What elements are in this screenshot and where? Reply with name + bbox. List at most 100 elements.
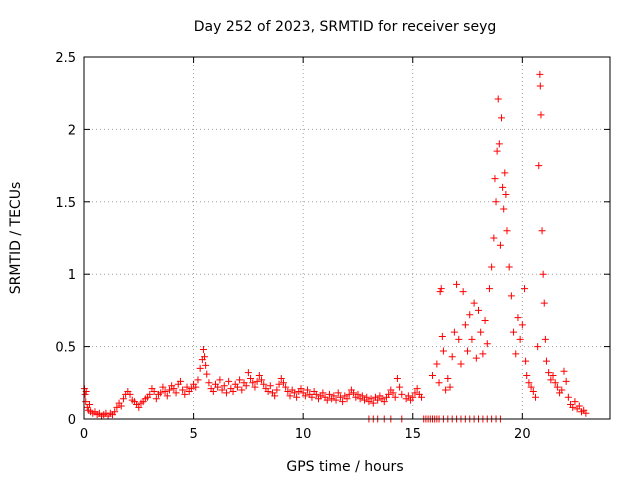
data-point-marker xyxy=(325,390,333,398)
data-point-marker xyxy=(284,387,292,395)
data-point-marker xyxy=(501,169,509,177)
data-point-marker xyxy=(236,376,244,384)
data-point-marker xyxy=(199,345,207,353)
data-point-marker xyxy=(165,386,173,394)
y-axis-ticks: 0 0.5 1 1.5 2 2.5 xyxy=(55,51,610,428)
data-point-marker xyxy=(293,393,301,401)
data-point-marker xyxy=(350,389,358,397)
data-point-marker xyxy=(523,372,531,380)
data-point-marker xyxy=(135,403,143,411)
data-point-marker xyxy=(82,398,90,406)
data-point-marker xyxy=(159,383,167,391)
data-point-marker xyxy=(551,379,559,387)
data-point-marker xyxy=(457,360,465,368)
data-point-marker xyxy=(220,382,228,390)
data-point-marker xyxy=(564,393,572,401)
data-point-marker xyxy=(461,321,469,329)
data-point-marker xyxy=(569,403,577,411)
data-point-marker xyxy=(475,306,482,314)
x-axis-ticks: 0 5 10 15 20 xyxy=(80,57,531,442)
data-point-marker xyxy=(181,390,189,398)
data-point-marker xyxy=(479,350,487,358)
data-point-marker xyxy=(485,285,493,293)
data-point-marker xyxy=(536,82,544,90)
data-point-marker xyxy=(176,377,184,385)
data-point-marker xyxy=(247,374,255,382)
data-point-marker xyxy=(111,408,119,416)
data-point-marker xyxy=(438,332,446,340)
data-point-marker xyxy=(549,372,557,380)
data-point-marker xyxy=(225,377,233,385)
data-point-marker xyxy=(229,387,237,395)
data-point-marker xyxy=(192,383,200,391)
data-point-marker xyxy=(495,140,503,148)
data-point-marker xyxy=(470,299,478,307)
x-tick-label: 0 xyxy=(80,427,88,442)
data-point-marker xyxy=(264,387,272,395)
data-point-marker xyxy=(334,389,342,397)
data-point-marker xyxy=(525,379,533,387)
data-point-marker xyxy=(389,389,397,397)
data-point-marker xyxy=(205,379,213,387)
data-point-marker xyxy=(233,383,241,391)
data-point-marker xyxy=(542,357,550,365)
x-tick-label: 10 xyxy=(295,427,312,442)
data-point-marker xyxy=(323,396,331,404)
y-tick-label: 2.5 xyxy=(55,51,76,66)
x-tick-label: 15 xyxy=(404,427,421,442)
data-point-marker xyxy=(514,314,522,322)
data-point-marker xyxy=(374,396,382,404)
data-point-marker xyxy=(488,263,496,271)
data-point-marker xyxy=(582,409,590,417)
data-point-marker xyxy=(216,376,224,384)
data-point-marker xyxy=(150,387,158,395)
data-point-marker xyxy=(575,402,583,410)
data-point-marker xyxy=(367,395,375,403)
data-point-marker xyxy=(536,70,544,78)
data-point-marker xyxy=(255,372,263,380)
data-point-marker xyxy=(203,370,211,378)
data-point-marker xyxy=(170,385,178,393)
data-point-marker xyxy=(119,395,127,403)
data-point-marker xyxy=(442,386,450,394)
data-point-marker xyxy=(332,396,340,404)
data-point-marker xyxy=(505,263,513,271)
data-point-marker xyxy=(418,393,426,401)
data-point-marker xyxy=(545,369,553,377)
data-point-marker xyxy=(339,398,347,406)
data-point-marker xyxy=(301,392,309,400)
data-point-marker xyxy=(409,393,417,401)
data-point-marker xyxy=(510,328,518,336)
data-point-marker xyxy=(218,386,226,394)
y-tick-label: 0.5 xyxy=(55,341,76,356)
data-point-marker xyxy=(507,292,515,300)
data-point-marker xyxy=(459,288,467,296)
data-point-marker xyxy=(358,392,366,400)
data-point-marker xyxy=(483,340,491,348)
data-point-marker xyxy=(540,299,548,307)
y-axis-label: SRMTID / TECUs xyxy=(8,182,24,295)
data-point-marker xyxy=(562,377,570,385)
grid xyxy=(84,57,610,419)
data-point-marker xyxy=(194,376,202,384)
data-point-marker xyxy=(413,385,421,393)
data-point-marker xyxy=(183,383,191,391)
data-point-marker xyxy=(571,398,579,406)
data-point-marker xyxy=(242,382,250,390)
data-point-marker xyxy=(385,390,393,398)
data-point-marker xyxy=(304,386,312,394)
data-point-marker xyxy=(411,389,419,397)
data-point-marker xyxy=(558,386,566,394)
data-point-marker xyxy=(503,227,511,235)
data-point-marker xyxy=(446,383,454,391)
data-point-marker xyxy=(312,390,320,398)
data-point-marker xyxy=(253,377,261,385)
data-point-marker xyxy=(222,389,230,397)
data-point-marker xyxy=(477,328,485,336)
data-point-marker xyxy=(244,369,252,377)
x-axis-label: GPS time / hours xyxy=(286,459,403,475)
data-point-marker xyxy=(512,350,520,358)
data-point-marker xyxy=(249,379,257,387)
data-point-marker xyxy=(444,374,452,382)
data-point-marker xyxy=(126,390,134,398)
